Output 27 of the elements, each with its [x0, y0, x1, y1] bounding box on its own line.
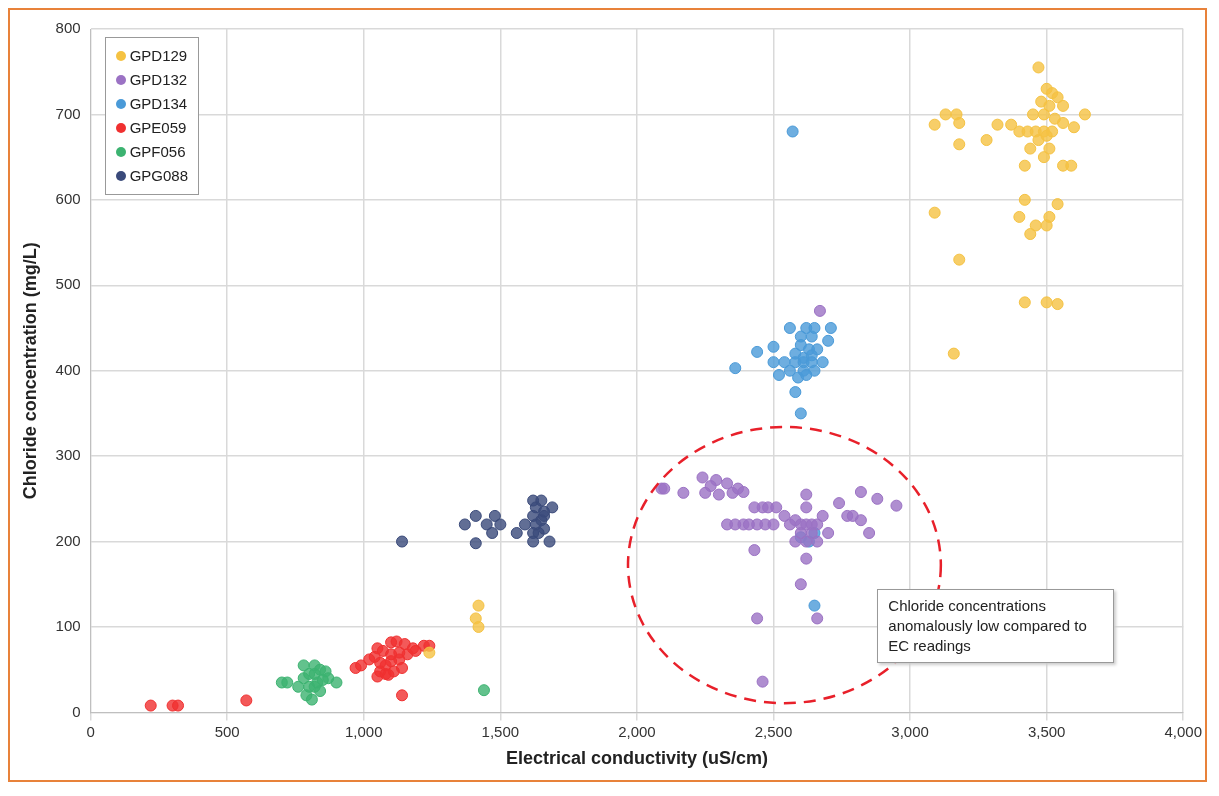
x-axis-title: Electrical conductivity (uS/cm) — [505, 748, 768, 769]
annotation: Chloride concentrations anomalously low compared to EC readings — [877, 589, 1115, 664]
y-axis-title: Chloride concentration (mg/L) — [19, 242, 40, 500]
x-tick-label: 1,000 — [345, 722, 383, 740]
y-tick-label: 400 — [55, 360, 81, 378]
y-tick-label: 600 — [55, 189, 81, 207]
legend-label: GPD134 — [129, 94, 188, 114]
x-tick-label: 3,000 — [891, 722, 929, 740]
y-tick-label: 100 — [55, 617, 81, 635]
y-tick-label: 800 — [55, 19, 81, 37]
legend-label: GPE059 — [129, 118, 187, 138]
x-tick-label: 500 — [214, 722, 240, 740]
x-tick-label: 2,000 — [618, 722, 656, 740]
legend-label: GPD132 — [129, 70, 188, 90]
legend-label: GPF056 — [129, 142, 186, 162]
x-tick-label: 3,500 — [1027, 722, 1066, 740]
y-tick-label: 700 — [55, 104, 81, 122]
legend-label: GPD129 — [129, 46, 188, 66]
x-tick-label: 0 — [86, 722, 95, 740]
y-tick-label: 200 — [55, 531, 81, 549]
y-tick-label: 300 — [55, 446, 81, 464]
y-tick-label: 500 — [55, 275, 81, 293]
x-tick-label: 4,000 — [1164, 722, 1203, 740]
x-tick-label: 1,500 — [481, 722, 520, 740]
y-tick-label: 0 — [72, 702, 81, 720]
legend-label: GPG088 — [129, 166, 188, 186]
x-tick-label: 2,500 — [754, 722, 793, 740]
